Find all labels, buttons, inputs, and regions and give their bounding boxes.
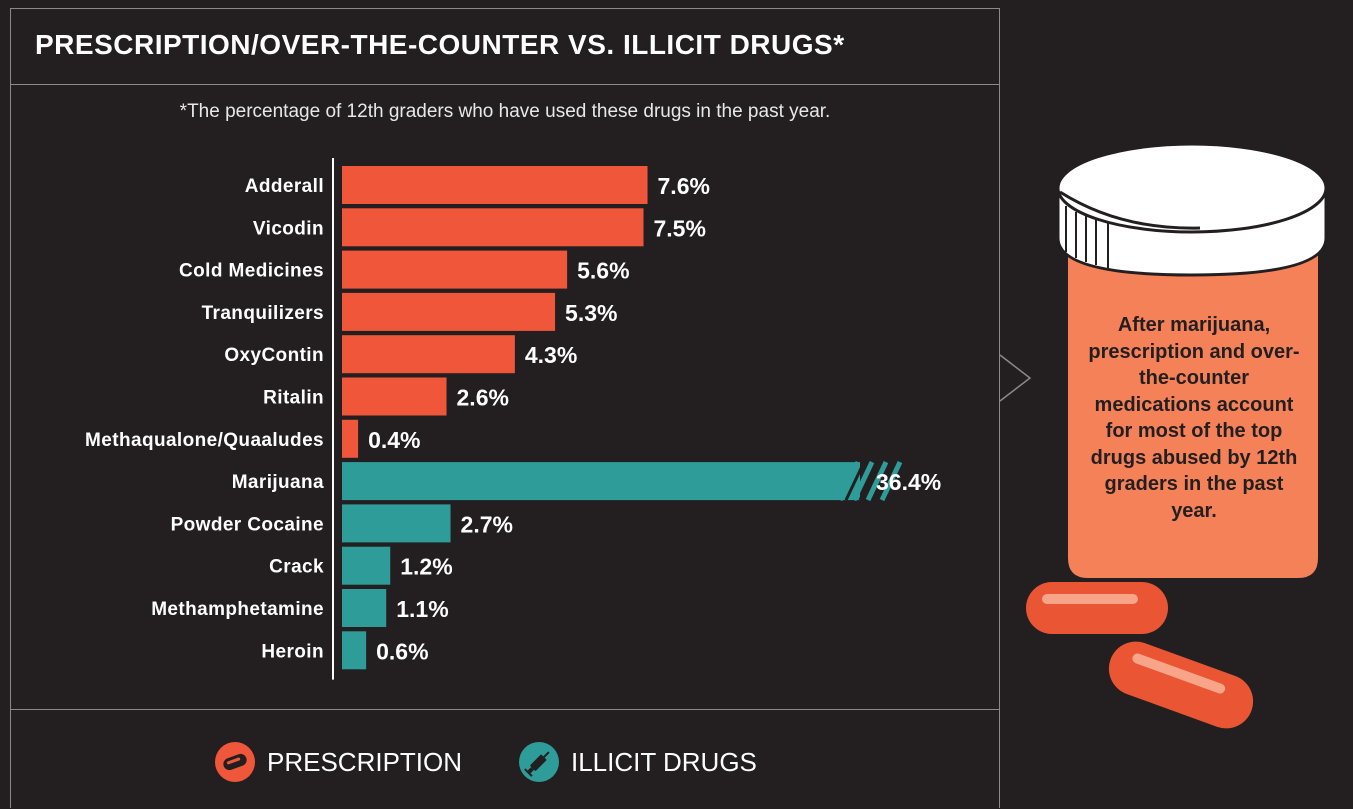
value-label: 2.6% <box>457 385 509 411</box>
category-label: Adderall <box>245 176 324 197</box>
legend-illicit: ILLICIT DRUGS <box>519 742 757 782</box>
value-label: 0.6% <box>376 638 428 664</box>
chart-title: PRESCRIPTION/OVER-THE-COUNTER VS. ILLICI… <box>35 29 845 60</box>
category-label: Crack <box>269 557 324 578</box>
bar-vicodin <box>342 208 644 247</box>
bar-heroin <box>342 631 367 670</box>
legend: PRESCRIPTION ILLICIT DRUGS <box>11 709 999 809</box>
value-label: 7.5% <box>654 215 706 241</box>
category-label: Vicodin <box>253 218 324 239</box>
category-label: Heroin <box>261 641 324 662</box>
value-label: 5.3% <box>565 300 617 326</box>
bar-powder-cocaine <box>342 504 451 543</box>
callout-text: After marijuana, prescription and over-t… <box>1088 314 1300 522</box>
legend-illicit-label: ILLICIT DRUGS <box>571 746 757 777</box>
bar-chart: Adderall 7.6% Vicodin 7.5% Cold Medicines 5.6… <box>85 158 941 680</box>
category-label: Methaqualone/Quaaludes <box>85 430 324 451</box>
chart-panel: PRESCRIPTION/OVER-THE-COUNTER VS. ILLICI… <box>10 8 1000 808</box>
axis-break-gap <box>858 461 880 501</box>
value-label: 1.1% <box>396 596 448 622</box>
axis-break-stripe <box>837 461 861 502</box>
axis-break-stripe <box>865 461 889 502</box>
bar-methaqualone-quaaludes <box>342 419 359 458</box>
value-label: 4.3% <box>525 342 577 368</box>
pills-icon <box>1026 582 1254 729</box>
value-label: 36.4% <box>876 469 941 495</box>
syringe-icon <box>519 742 559 782</box>
category-label: Powder Cocaine <box>171 514 324 535</box>
axis-break-stripe <box>879 461 903 502</box>
category-label: Tranquilizers <box>202 303 324 324</box>
category-label: Methamphetamine <box>151 599 324 620</box>
bar-ritalin <box>342 377 447 416</box>
value-label: 7.6% <box>658 173 710 199</box>
title-bar: PRESCRIPTION/OVER-THE-COUNTER VS. ILLICI… <box>11 9 999 85</box>
axis-break-gap <box>886 461 908 501</box>
category-label: Ritalin <box>263 388 324 409</box>
category-label: Marijuana <box>232 472 324 493</box>
value-label: 0.4% <box>368 427 420 453</box>
axis-break-gap <box>844 461 866 501</box>
pill-icon <box>215 742 255 782</box>
value-label: 2.7% <box>461 511 513 537</box>
bar-marijuana <box>342 462 860 501</box>
axis-break-gap <box>872 461 894 501</box>
callout-pointer <box>1000 354 1032 402</box>
value-label: 1.2% <box>400 554 452 580</box>
bar-methamphetamine <box>342 589 387 627</box>
bar-crack <box>342 546 391 585</box>
category-label: OxyContin <box>224 345 324 366</box>
bar-cold-medicines <box>342 250 568 289</box>
chart-subtitle: *The percentage of 12th graders who have… <box>179 101 831 122</box>
value-label: 5.6% <box>577 258 629 284</box>
bar-tranquilizers <box>342 292 556 331</box>
axis-break-stripe <box>851 461 875 502</box>
legend-prescription-label: PRESCRIPTION <box>267 746 463 777</box>
bar-oxycontin <box>342 335 515 374</box>
pill-bottle-icon <box>1056 142 1328 578</box>
callout: After marijuana, prescription and over-t… <box>1000 0 1353 804</box>
category-label: Cold Medicines <box>179 261 324 282</box>
bar-adderall <box>342 166 648 204</box>
legend-prescription: PRESCRIPTION <box>215 742 462 782</box>
